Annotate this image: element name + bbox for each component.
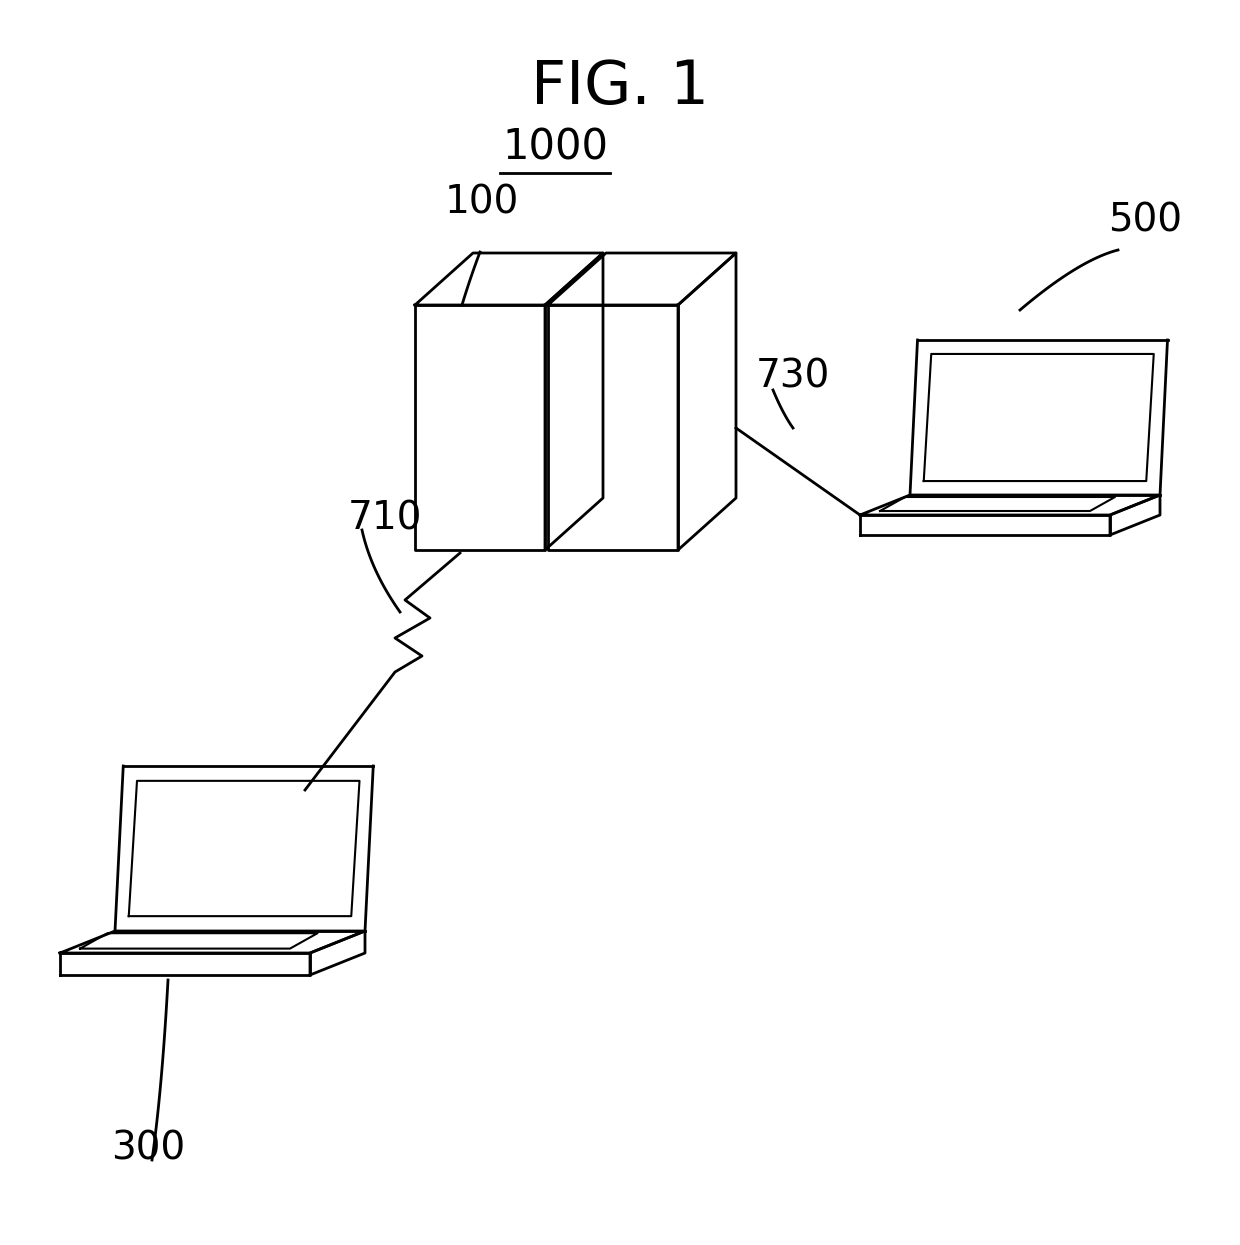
Text: 710: 710	[348, 500, 423, 538]
Text: 500: 500	[1109, 202, 1182, 240]
Text: 730: 730	[756, 357, 831, 395]
Text: 100: 100	[445, 184, 520, 222]
Text: FIG. 1: FIG. 1	[531, 59, 709, 117]
Text: 1000: 1000	[502, 126, 608, 168]
Text: 300: 300	[110, 1130, 185, 1168]
